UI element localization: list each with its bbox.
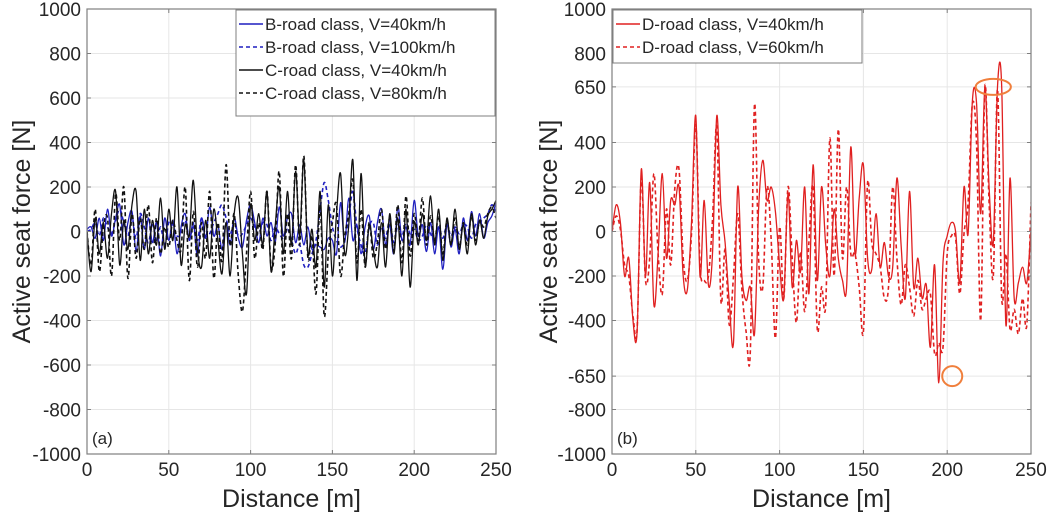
legend-entry: D-road class, V=40km/h: [642, 15, 824, 34]
y-tick-label: 400: [574, 134, 606, 155]
legend-entry: C-road class, V=40km/h: [265, 61, 447, 80]
legend-entry: D-road class, V=60km/h: [642, 38, 824, 57]
x-tick-label: 100: [235, 460, 267, 481]
y-tick-label: -200: [568, 267, 606, 288]
x-tick-label: 50: [685, 460, 706, 481]
y-tick-label: 1000: [39, 0, 81, 21]
x-tick-label: 0: [607, 460, 618, 481]
chart-panel-b: 0 50 100 150 200 250 -1000 -800 -650 -400 -200 0 200…: [535, 0, 1047, 513]
y-tick-label: -400: [43, 312, 81, 333]
x-tick-label: 150: [848, 460, 880, 481]
y-axis-label: Active seat force [N]: [8, 120, 36, 344]
series-line-1: [612, 61, 1031, 384]
y-tick-label: -800: [43, 401, 81, 422]
x-axis-label: Distance [m]: [752, 485, 891, 513]
x-tick-label: 50: [158, 460, 179, 481]
x-tick-label: 250: [1015, 460, 1047, 481]
chart-panel-a: 0 50 100 150 200 250 -1000 -800 -600 -400 -200 0 200…: [8, 0, 512, 513]
x-tick-label: 200: [398, 460, 430, 481]
y-tick-label: -200: [43, 267, 81, 288]
series-line-2: [612, 83, 1031, 367]
y-tick-label: 400: [49, 134, 81, 155]
legend: D-road class, V=40km/h D-road class, V=60…: [612, 9, 863, 64]
legend: B-road class, V=40km/h B-road class, V=10…: [235, 9, 496, 117]
panel-label: (b): [617, 429, 638, 448]
annotation-circle: [941, 365, 964, 388]
y-tick-label: 0: [595, 223, 606, 244]
y-tick-label: -600: [43, 356, 81, 377]
x-tick-label: 150: [317, 460, 349, 481]
y-tick-label: -1000: [557, 445, 606, 466]
x-tick-label: 200: [931, 460, 963, 481]
series-line-4: [87, 154, 496, 318]
y-tick-label: -800: [568, 401, 606, 422]
y-tick-label: 800: [49, 45, 81, 66]
legend-entry: B-road class, V=100km/h: [265, 38, 455, 57]
x-tick-label: 250: [480, 460, 512, 481]
y-tick-label: 650: [574, 78, 606, 99]
legend-entry: C-road class, V=80km/h: [265, 84, 447, 103]
x-tick-label: 100: [764, 460, 796, 481]
y-tick-label: 600: [49, 89, 81, 110]
y-tick-label: -650: [568, 367, 606, 388]
y-tick-label: -400: [568, 312, 606, 333]
y-tick-label: -1000: [32, 445, 81, 466]
panel-label: (a): [92, 429, 113, 448]
legend-box: [235, 9, 496, 117]
legend-entry: B-road class, V=40km/h: [265, 15, 446, 34]
y-tick-label: 200: [49, 178, 81, 199]
y-axis-label: Active seat force [N]: [535, 120, 563, 344]
x-tick-label: 0: [82, 460, 93, 481]
x-axis-label: Distance [m]: [222, 485, 361, 513]
y-tick-label: 1000: [564, 0, 606, 21]
annotation-ellipse: [974, 77, 1012, 96]
legend-box: [612, 9, 863, 64]
y-tick-label: 200: [574, 178, 606, 199]
y-tick-label: 800: [574, 45, 606, 66]
y-tick-label: 0: [70, 223, 81, 244]
